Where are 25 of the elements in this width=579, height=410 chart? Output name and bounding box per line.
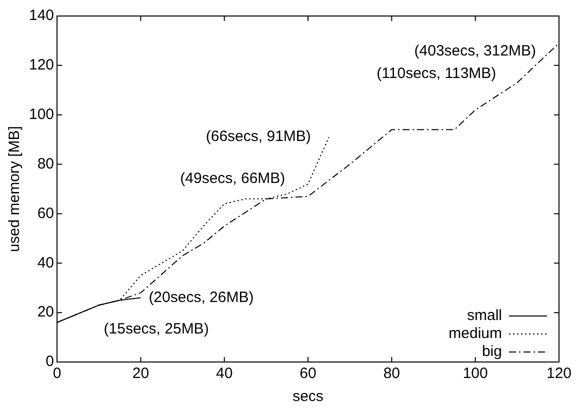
- y-tick-label: 120: [28, 56, 54, 74]
- x-tick-label: 40: [216, 365, 233, 382]
- annotation: (49secs, 66MB): [180, 170, 286, 188]
- legend-label: small: [466, 307, 502, 324]
- y-tick-label: 140: [28, 7, 54, 24]
- x-tick-label: 60: [300, 365, 316, 382]
- y-tick-label: 100: [28, 106, 54, 123]
- y-tick-label: 20: [37, 304, 54, 321]
- annotation: (20secs, 26MB): [148, 288, 254, 306]
- x-tick-label: 120: [546, 365, 572, 382]
- annotation: (403secs, 312MB): [414, 42, 536, 60]
- annotation: (110secs, 113MB): [376, 64, 496, 82]
- x-tick-label: 80: [383, 365, 400, 382]
- x-tick-label: 100: [462, 365, 488, 382]
- y-tick-label: 60: [37, 204, 54, 222]
- x-axis-title: secs: [292, 388, 324, 406]
- legend-label: medium: [448, 325, 502, 342]
- annotation: (66secs, 91MB): [206, 128, 311, 146]
- x-tick-label: 20: [132, 365, 150, 382]
- legend-label: big: [482, 343, 502, 360]
- annotation: (15secs, 25MB): [104, 320, 209, 338]
- y-axis-title: used memory [MB]: [6, 126, 24, 252]
- y-tick-label: 80: [37, 155, 54, 172]
- y-tick-label: 0: [46, 353, 54, 370]
- y-tick-label: 40: [37, 254, 54, 272]
